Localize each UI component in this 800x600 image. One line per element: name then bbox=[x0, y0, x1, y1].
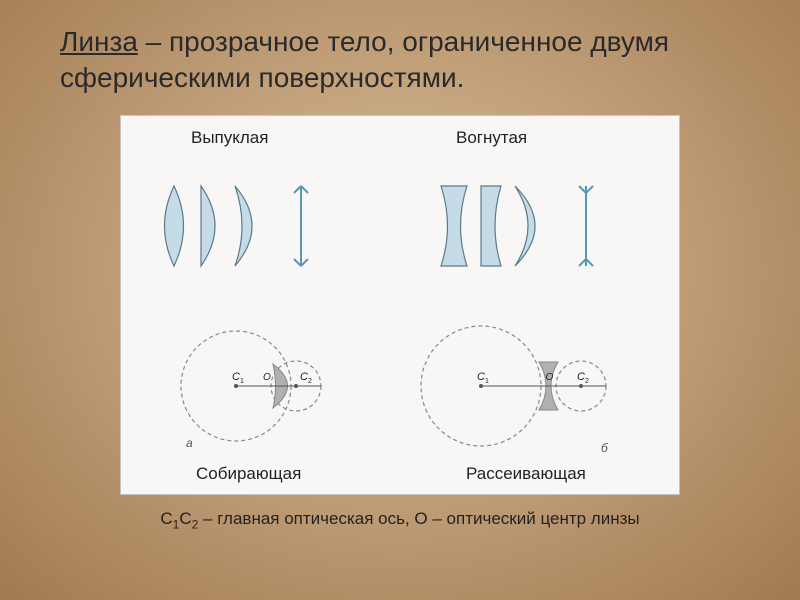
caption: C1C2 – главная оптическая ось, О – оптич… bbox=[40, 509, 760, 531]
lens-figure: Выпуклая Вогнутая Собирающая Рассеивающа… bbox=[120, 115, 680, 495]
svg-text:C: C bbox=[477, 371, 485, 383]
svg-text:2: 2 bbox=[585, 378, 589, 385]
title-rest: – прозрачное тело, ограниченное двумя сф… bbox=[60, 26, 669, 93]
svg-text:O: O bbox=[263, 372, 271, 383]
slide-title: Линза – прозрачное тело, ограниченное дв… bbox=[40, 24, 760, 97]
svg-text:б: б bbox=[601, 441, 609, 455]
svg-text:1: 1 bbox=[485, 378, 489, 385]
svg-text:1: 1 bbox=[240, 378, 244, 385]
svg-text:C: C bbox=[577, 371, 585, 383]
svg-text:O: O bbox=[546, 372, 554, 383]
title-underlined: Линза bbox=[60, 26, 138, 57]
svg-text:2: 2 bbox=[308, 378, 312, 385]
svg-text:C: C bbox=[232, 371, 240, 383]
svg-text:C: C bbox=[300, 371, 308, 383]
svg-text:а: а bbox=[186, 436, 193, 450]
figure-svg: C1OC2аC1OC2б bbox=[121, 116, 681, 496]
